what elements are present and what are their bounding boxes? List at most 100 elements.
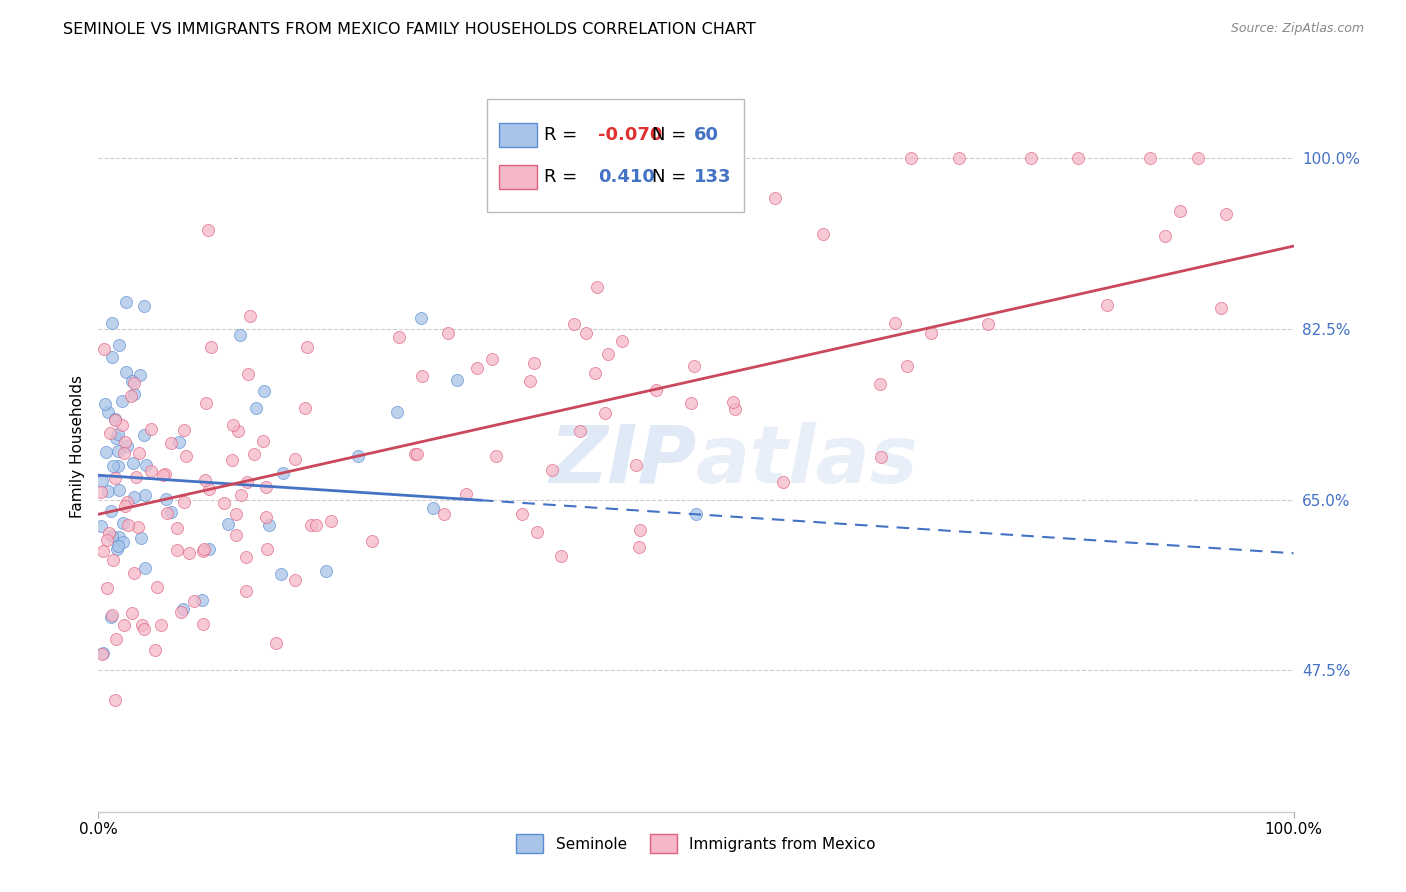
Point	[271, 466, 294, 480]
Point	[90, 484, 112, 499]
Point	[134, 560, 156, 574]
Point	[108, 530, 131, 544]
Point	[404, 447, 426, 461]
Point	[270, 567, 292, 582]
Point	[1209, 301, 1232, 315]
Point	[596, 347, 619, 361]
Point	[1019, 151, 1042, 165]
Point	[94, 445, 117, 459]
Point	[541, 463, 564, 477]
Point	[1153, 228, 1175, 243]
Text: N =: N =	[652, 168, 692, 186]
Text: R =: R =	[544, 168, 583, 186]
Point	[406, 447, 429, 461]
Point	[236, 367, 259, 381]
Point	[422, 501, 444, 516]
Point	[900, 151, 922, 165]
Point	[122, 456, 145, 470]
Point	[212, 496, 235, 510]
Point	[977, 317, 1000, 331]
Point	[305, 518, 328, 533]
Point	[869, 376, 891, 391]
Point	[585, 280, 607, 294]
Point	[519, 374, 541, 388]
Point	[526, 525, 548, 540]
Point	[252, 434, 274, 448]
Point	[297, 340, 319, 354]
Point	[235, 584, 257, 599]
Point	[107, 539, 129, 553]
Point	[1215, 207, 1237, 221]
Point	[91, 647, 114, 661]
Point	[510, 507, 533, 521]
Point	[550, 549, 572, 563]
Point	[134, 488, 156, 502]
Point	[160, 435, 183, 450]
Point	[111, 394, 134, 409]
Point	[173, 495, 195, 509]
Point	[107, 458, 129, 473]
Point	[135, 458, 157, 473]
Point	[763, 191, 786, 205]
Point	[245, 401, 267, 415]
Text: Source: ZipAtlas.com: Source: ZipAtlas.com	[1230, 22, 1364, 36]
Point	[146, 580, 169, 594]
Point	[217, 517, 239, 532]
Point	[235, 550, 257, 565]
Point	[437, 326, 460, 340]
Point	[284, 452, 307, 467]
Point	[583, 366, 606, 380]
Point	[465, 361, 488, 376]
Point	[411, 368, 433, 383]
Point	[101, 529, 124, 543]
Point	[101, 552, 124, 566]
Point	[254, 480, 277, 494]
Point	[191, 617, 214, 632]
Point	[134, 428, 156, 442]
FancyBboxPatch shape	[499, 165, 537, 188]
Point	[127, 520, 149, 534]
Point	[112, 618, 135, 632]
Point	[1187, 151, 1209, 165]
Point	[103, 411, 125, 425]
Point	[920, 326, 942, 340]
Point	[114, 435, 136, 450]
Point	[100, 610, 122, 624]
Point	[111, 417, 134, 432]
Point	[1067, 151, 1090, 165]
Point	[198, 482, 221, 496]
Point	[90, 519, 112, 533]
Legend: Seminole, Immigrants from Mexico: Seminole, Immigrants from Mexico	[510, 828, 882, 859]
Point	[97, 405, 120, 419]
Point	[115, 439, 138, 453]
Point	[239, 309, 262, 323]
Point	[139, 464, 162, 478]
Point	[129, 531, 152, 545]
Point	[197, 223, 219, 237]
Point	[721, 395, 744, 409]
Point	[388, 330, 411, 344]
Point	[195, 396, 218, 410]
Point	[724, 401, 747, 416]
FancyBboxPatch shape	[499, 123, 537, 147]
Point	[94, 397, 117, 411]
Point	[122, 386, 145, 401]
Point	[319, 514, 342, 528]
Point	[284, 574, 307, 588]
Point	[155, 491, 177, 506]
Point	[121, 374, 143, 388]
Point	[229, 328, 252, 343]
Point	[100, 608, 122, 623]
Point	[132, 622, 155, 636]
Point	[174, 450, 197, 464]
Point	[679, 396, 702, 410]
Point	[562, 317, 585, 331]
Point	[139, 422, 162, 436]
Text: -0.070: -0.070	[598, 126, 662, 145]
Point	[100, 504, 122, 518]
Point	[98, 526, 121, 541]
Point	[243, 447, 266, 461]
Point	[569, 424, 592, 438]
Point	[114, 295, 136, 310]
Point	[125, 470, 148, 484]
